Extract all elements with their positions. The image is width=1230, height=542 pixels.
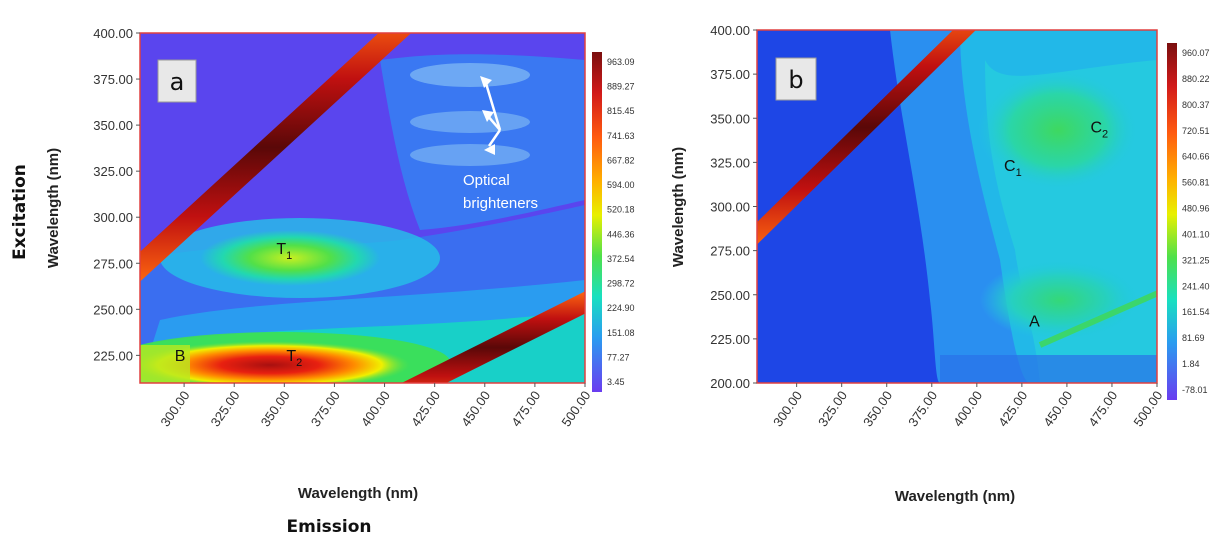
- colorbar-tick-label: 321.25: [1182, 255, 1210, 265]
- y-tick-label: 200.00: [710, 376, 750, 391]
- y-tick-label: 325.00: [93, 164, 133, 179]
- colorbar-tick-label: 1.84: [1182, 359, 1200, 369]
- panel-b-colorbar-ticks: 960.07 880.22 800.37 720.51 640.66 560.81 480.…: [1182, 48, 1210, 395]
- colorbar-tick-label: 3.45: [607, 377, 625, 387]
- y-tick-label: 375.00: [93, 72, 133, 87]
- colorbar-tick-label: 372.54: [607, 254, 635, 264]
- y-tick-label: 250.00: [93, 302, 133, 317]
- x-tick-label: 375.00: [308, 388, 343, 429]
- x-tick-label: 475.00: [1085, 388, 1120, 429]
- y-tick-label: 225.00: [710, 332, 750, 347]
- colorbar-tick-label: 81.69: [1182, 333, 1205, 343]
- colorbar-tick-label: 720.51: [1182, 126, 1210, 136]
- y-tick-label: 350.00: [710, 111, 750, 126]
- colorbar-tick-label: 560.81: [1182, 178, 1210, 188]
- x-tick-label: 450.00: [458, 388, 493, 429]
- x-tick-label: 300.00: [157, 388, 192, 429]
- colorbar-tick-label: 77.27: [607, 352, 630, 362]
- panel-b-ylabel: Wavelength (nm): [670, 147, 687, 267]
- colorbar-tick-label: 151.08: [607, 328, 635, 338]
- x-tick-label: 325.00: [815, 388, 850, 429]
- panel-a-heatmap: [140, 33, 585, 383]
- colorbar-tick-label: 667.82: [607, 155, 635, 165]
- emission-label: Emission: [287, 517, 372, 537]
- y-tick-label: 250.00: [710, 288, 750, 303]
- x-tick-label: 300.00: [770, 388, 805, 429]
- panel-b-label: b: [788, 66, 803, 94]
- colorbar-tick-label: 741.63: [607, 131, 635, 141]
- y-tick-label: 400.00: [93, 26, 133, 41]
- panel-a-xlabel: Wavelength (nm): [298, 485, 418, 502]
- optical-brighteners-line2: brighteners: [463, 195, 538, 212]
- x-tick-label: 400.00: [358, 388, 393, 429]
- colorbar-tick-label: -78.01: [1182, 385, 1208, 395]
- colorbar-tick-label: 594.00: [607, 180, 635, 190]
- x-tick-label: 425.00: [995, 388, 1030, 429]
- colorbar-tick-label: 800.37: [1182, 100, 1210, 110]
- colorbar-tick-label: 880.22: [1182, 74, 1210, 84]
- panel-a-y-ticks: 225.00 250.00 275.00 300.00 325.00 350.00 375.…: [93, 26, 140, 363]
- optical-brighteners-line1: Optical: [463, 172, 510, 189]
- x-tick-label: 375.00: [905, 388, 940, 429]
- colorbar-tick-label: 298.72: [607, 279, 635, 289]
- x-tick-label: 425.00: [408, 388, 443, 429]
- colorbar-tick-label: 224.90: [607, 303, 635, 313]
- colorbar-tick-label: 815.45: [607, 106, 635, 116]
- panel-a-label: a: [170, 68, 185, 96]
- panel-b-y-ticks: 200.00 225.00 250.00 275.00 300.00 325.00 350.…: [710, 23, 757, 391]
- x-tick-label: 350.00: [258, 388, 293, 429]
- colorbar-tick-label: 480.96: [1182, 204, 1210, 214]
- panel-a-ylabel: Wavelength (nm): [45, 148, 62, 268]
- x-tick-label: 500.00: [1130, 388, 1165, 429]
- panel-b-x-ticks: 300.00 325.00 350.00 375.00 400.00 425.00 450.…: [770, 383, 1165, 429]
- optical-brighteners-arrows: [480, 76, 502, 155]
- panel-a-frame: [139, 32, 586, 384]
- colorbar-tick-label: 401.10: [1182, 229, 1210, 239]
- colorbar-tick-label: 241.40: [1182, 281, 1210, 291]
- panel-a-x-ticks: 300.00 325.00 350.00 375.00 400.00 425.00 450.…: [157, 383, 593, 429]
- x-tick-label: 350.00: [860, 388, 895, 429]
- excitation-label: Excitation: [10, 164, 30, 260]
- peak-label: A: [1029, 314, 1040, 331]
- panel-b-heatmap: [757, 30, 1157, 383]
- panel-a-label-box: [157, 59, 197, 103]
- y-tick-label: 275.00: [93, 256, 133, 271]
- panel-a-colorbar-ticks: 963.09 889.27 815.45 741.63 667.82 594.00 520.…: [607, 57, 635, 387]
- y-tick-label: 275.00: [710, 244, 750, 259]
- y-tick-label: 350.00: [93, 118, 133, 133]
- x-tick-label: 325.00: [208, 388, 243, 429]
- colorbar-tick-label: 963.09: [607, 57, 635, 67]
- y-tick-label: 300.00: [710, 200, 750, 215]
- panel-b-xlabel: Wavelength (nm): [895, 488, 1015, 505]
- colorbar-tick-label: 640.66: [1182, 152, 1210, 162]
- y-tick-label: 325.00: [710, 155, 750, 170]
- colorbar-tick-label: 520.18: [607, 205, 635, 215]
- panel-a-colorbar: [592, 52, 602, 392]
- y-tick-label: 300.00: [93, 210, 133, 225]
- x-tick-label: 400.00: [950, 388, 985, 429]
- peak-label: B: [175, 348, 186, 365]
- colorbar-tick-label: 889.27: [607, 82, 635, 92]
- y-tick-label: 375.00: [710, 67, 750, 82]
- colorbar-tick-label: 960.07: [1182, 48, 1210, 58]
- panel-b-label-box: [775, 57, 817, 101]
- y-tick-label: 225.00: [93, 348, 133, 363]
- panel-b-colorbar: [1167, 43, 1177, 400]
- x-tick-label: 475.00: [508, 388, 543, 429]
- y-tick-label: 400.00: [710, 23, 750, 38]
- x-tick-label: 450.00: [1040, 388, 1075, 429]
- x-tick-label: 500.00: [558, 388, 593, 429]
- colorbar-tick-label: 446.36: [607, 229, 635, 239]
- colorbar-tick-label: 161.54: [1182, 307, 1210, 317]
